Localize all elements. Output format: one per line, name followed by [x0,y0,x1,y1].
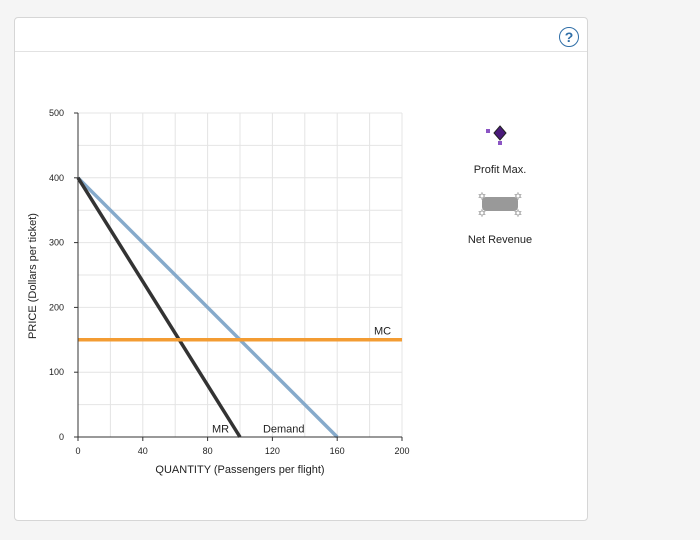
profit-max-tool[interactable]: Profit Max. [474,125,527,176]
net-revenue-label: Net Revenue [468,234,532,246]
chart-axes [74,112,403,441]
x-tick-label: 40 [138,446,148,456]
x-tick-label: 200 [394,446,409,456]
x-axis-title: QUANTITY (Passengers per flight) [155,464,324,476]
y-tick-label: 400 [49,173,64,183]
svg-text:✡: ✡ [513,191,522,203]
y-tick-label: 200 [49,302,64,312]
profit-max-label: Profit Max. [474,164,527,176]
y-tick-label: 500 [49,108,64,118]
chart-series[interactable] [76,176,402,439]
x-tick-label: 120 [265,446,280,456]
x-tick-label: 80 [203,446,213,456]
y-tick-label: 100 [49,367,64,377]
chart-grid [77,112,403,438]
x-tick-label: 160 [330,446,345,456]
x-tick-label: 0 [75,446,80,456]
chart-tick-labels: 0 40 80 120 160 200 0 100 200 300 400 500 [49,108,410,456]
svg-text:✡: ✡ [477,208,486,220]
curve-label-mc: MC [374,326,391,338]
shaded-area-icon[interactable]: ✡ ✡ ✡ ✡ [477,191,522,220]
diamond-point-icon[interactable] [486,125,507,145]
y-tick-label: 300 [49,238,64,248]
series-line-mr[interactable] [76,176,242,438]
curve-label-mr: MR [212,423,229,435]
help-button[interactable]: ? [559,27,579,47]
y-axis-title: PRICE (Dollars per ticket) [27,213,39,339]
chart-curve-labels: MC MR Demand [212,326,391,436]
y-tick-label: 0 [59,432,64,442]
series-line-demand[interactable] [76,176,339,439]
net-revenue-tool[interactable]: ✡ ✡ ✡ ✡ Net Revenue [468,191,532,246]
svg-text:✡: ✡ [513,208,522,220]
curve-label-demand: Demand [263,423,305,435]
svg-text:✡: ✡ [477,191,486,203]
panel-divider [15,51,587,52]
